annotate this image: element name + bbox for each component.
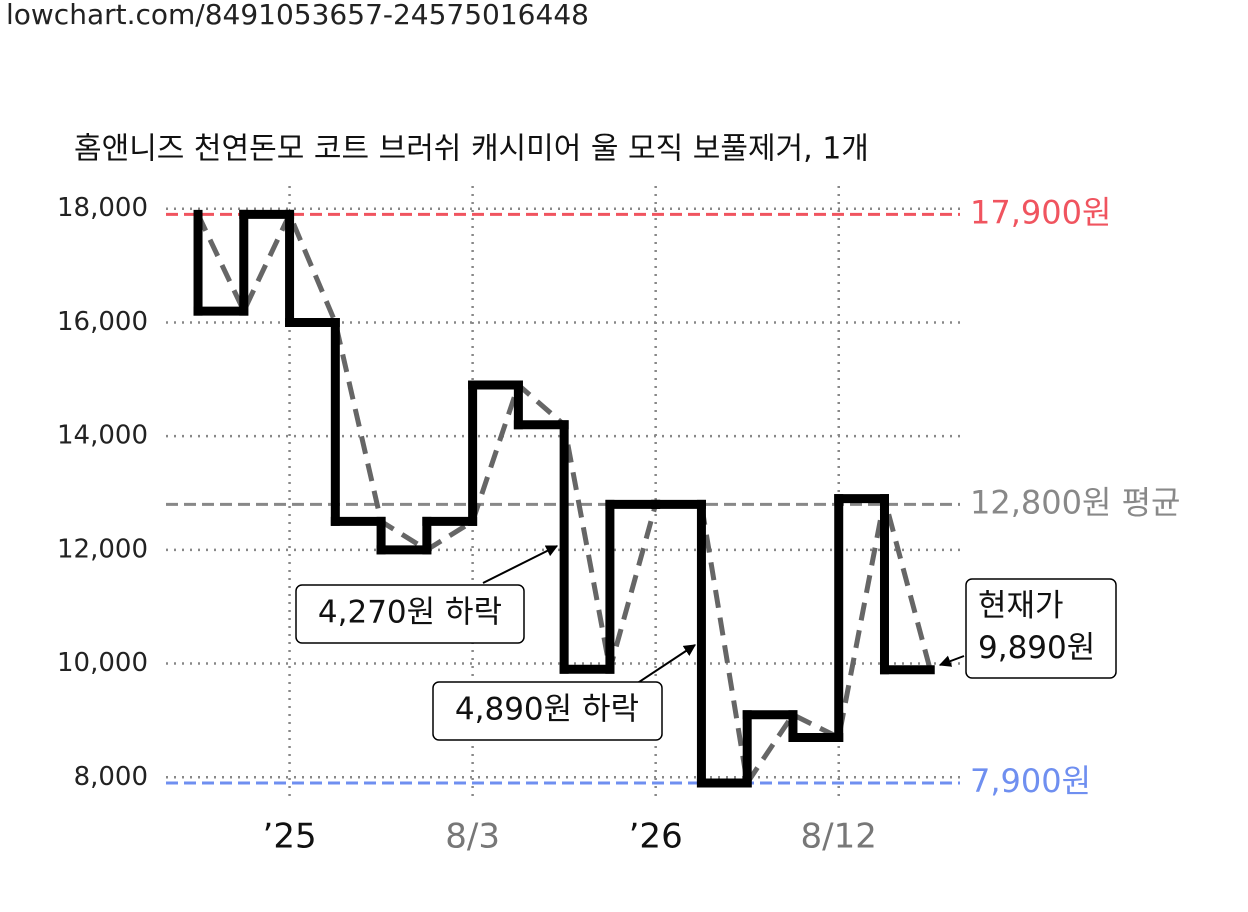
- url: lowchart.com/8491053657-24575016448: [6, 0, 589, 31]
- annotation-arrow: [629, 644, 697, 689]
- x-tick-label: 8/12: [801, 817, 877, 857]
- annotation-box: [432, 681, 663, 741]
- annotation-text: 4,270원 하락: [318, 595, 502, 631]
- annotation-text: 현재가: [978, 588, 1064, 624]
- reference-label: 17,900원: [970, 193, 1111, 231]
- x-tick-label: ’25: [263, 817, 317, 857]
- annotation-arrow: [938, 655, 965, 667]
- y-tick-label: 12,000: [57, 534, 148, 564]
- annotation-text: 9,890원: [978, 630, 1095, 666]
- annotation-box: [295, 584, 525, 644]
- annotation-text: 4,890원 하락: [455, 692, 639, 728]
- y-tick-label: 18,000: [57, 193, 148, 223]
- y-tick-label: 14,000: [57, 421, 148, 451]
- annotation-arrow: [482, 545, 559, 584]
- reference-label: 7,900원: [970, 762, 1091, 800]
- y-tick-label: 16,000: [57, 307, 148, 337]
- reference-label: 12,800원 평균: [970, 483, 1180, 521]
- annotation-box: [965, 578, 1117, 679]
- y-tick-label: 10,000: [57, 648, 148, 678]
- chart-title: 홈앤니즈 천연돈모 코트 브러쉬 캐시미어 울 모직 보풀제거, 1개: [74, 132, 869, 167]
- x-tick-label: 8/3: [445, 817, 500, 857]
- y-tick-label: 8,000: [74, 762, 148, 792]
- x-tick-label: ’26: [629, 817, 683, 857]
